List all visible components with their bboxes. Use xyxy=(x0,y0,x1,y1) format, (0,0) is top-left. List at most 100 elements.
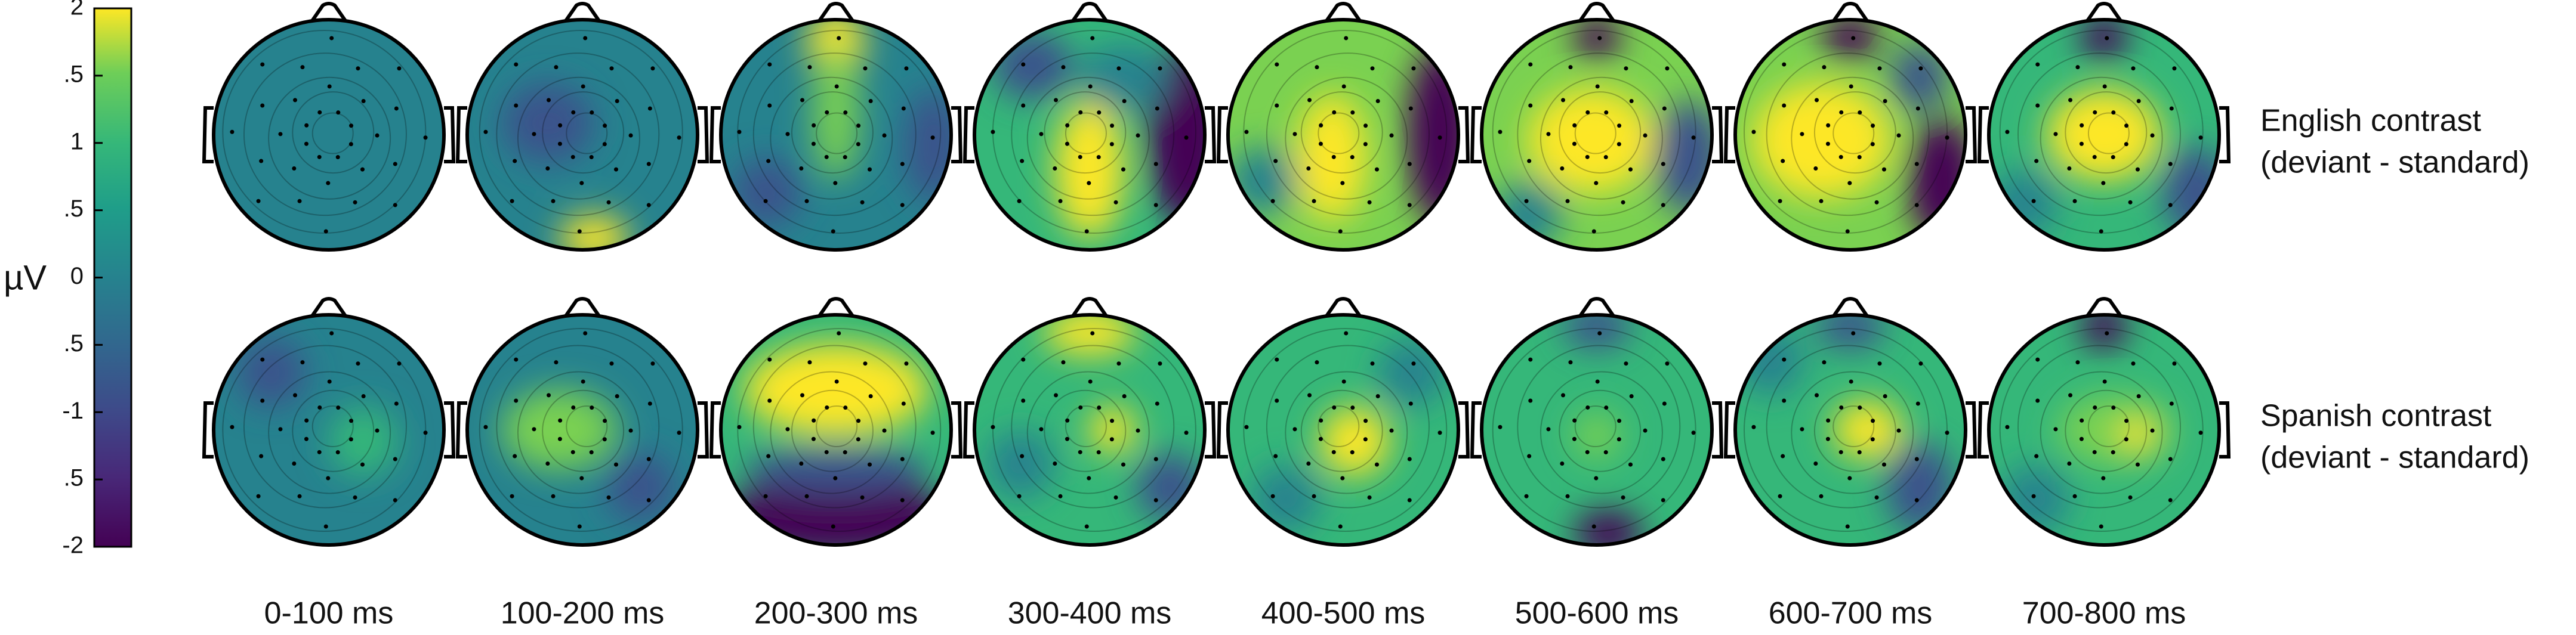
electrode xyxy=(1370,361,1375,366)
contour xyxy=(1517,52,1681,216)
electrode xyxy=(1375,99,1380,104)
contour xyxy=(2087,112,2130,154)
nose xyxy=(2086,2,2122,22)
contour xyxy=(1285,371,1408,494)
electrode xyxy=(1332,405,1337,410)
ear xyxy=(709,106,721,163)
electrode xyxy=(483,425,488,429)
topomap-blob xyxy=(2046,88,2162,181)
ear xyxy=(1470,401,1482,459)
electrode xyxy=(532,132,536,137)
topomap-blobs xyxy=(236,337,398,476)
electrode xyxy=(1153,162,1158,166)
electrode xyxy=(557,436,562,441)
electrode xyxy=(2150,428,2155,433)
contour xyxy=(1011,52,1175,216)
contour xyxy=(1791,76,1914,200)
electrode xyxy=(1918,361,1923,366)
colorbar-unit: µV xyxy=(4,258,47,297)
electrode xyxy=(767,398,772,403)
electrode xyxy=(1781,454,1785,459)
topomap xyxy=(721,315,951,545)
electrode xyxy=(336,110,341,115)
electrode xyxy=(811,436,816,441)
electrode xyxy=(2101,476,2106,481)
electrode xyxy=(1751,129,1756,134)
electrode xyxy=(532,427,536,432)
electrode xyxy=(1918,66,1923,71)
electrode xyxy=(1591,524,1596,529)
electrode xyxy=(326,476,331,481)
electrode xyxy=(1585,405,1590,410)
electrode xyxy=(375,133,380,138)
electrode xyxy=(394,106,399,111)
electrode xyxy=(571,405,576,410)
electrode xyxy=(1546,132,1551,137)
electrode xyxy=(867,167,872,172)
electrode xyxy=(2035,357,2040,362)
electrode xyxy=(514,103,519,108)
electrode xyxy=(900,457,905,461)
row-label: (deviant - standard) xyxy=(2260,441,2529,475)
electrode xyxy=(613,167,618,172)
electrode xyxy=(785,132,790,137)
electrode xyxy=(1603,155,1608,160)
electrode xyxy=(767,62,772,67)
colorbar-tick-label: -1 xyxy=(62,398,84,424)
electrode xyxy=(1407,457,1412,461)
electrode xyxy=(1751,425,1756,429)
head-outline xyxy=(212,18,446,252)
electrode xyxy=(1591,229,1596,234)
topomap-blobs xyxy=(986,315,1205,522)
head-outline xyxy=(1987,18,2221,252)
ear xyxy=(202,401,214,459)
electrode xyxy=(930,430,935,435)
contour xyxy=(1813,91,1896,174)
topomap-blob xyxy=(605,453,675,522)
ear xyxy=(2219,401,2231,459)
contour xyxy=(1065,405,1107,448)
electrode xyxy=(2135,462,2140,467)
contour xyxy=(2065,91,2148,174)
topomap-blob xyxy=(905,88,951,204)
electrode xyxy=(1087,476,1091,481)
electrode xyxy=(259,454,264,459)
electrode xyxy=(513,454,517,459)
electrode xyxy=(360,462,365,467)
contour xyxy=(517,371,640,494)
contour xyxy=(1574,405,1616,448)
ear xyxy=(698,401,709,459)
electrode xyxy=(2099,524,2103,529)
ear xyxy=(1458,106,1470,163)
electrode xyxy=(1568,360,1573,365)
electrode xyxy=(483,129,488,134)
topomap xyxy=(1989,20,2219,250)
electrode xyxy=(1350,405,1355,410)
electrode xyxy=(1367,200,1372,205)
electrode xyxy=(1896,428,1901,433)
contour xyxy=(1044,91,1127,174)
electrode xyxy=(1870,142,1875,147)
electrode xyxy=(349,419,354,423)
topomap xyxy=(214,315,444,545)
contour xyxy=(2087,405,2130,448)
electrode xyxy=(1813,461,1818,466)
electrode xyxy=(646,162,651,166)
colorbar-tick-label: 0 xyxy=(70,263,84,289)
electrode xyxy=(1604,110,1609,115)
electrode xyxy=(581,84,585,89)
electrode xyxy=(900,203,905,207)
electrode xyxy=(2080,123,2084,128)
electrode xyxy=(1121,462,1125,467)
nose xyxy=(1578,297,1615,317)
electrode xyxy=(348,437,353,442)
electrode xyxy=(514,62,519,67)
electrode xyxy=(1845,524,1850,529)
electrode xyxy=(1782,62,1787,67)
electrode xyxy=(1332,110,1337,114)
electrode xyxy=(800,393,805,398)
ear xyxy=(1458,401,1470,459)
electrode xyxy=(1621,495,1625,500)
electrode xyxy=(317,154,322,159)
colorbar-tick-label: 1 xyxy=(70,128,84,154)
